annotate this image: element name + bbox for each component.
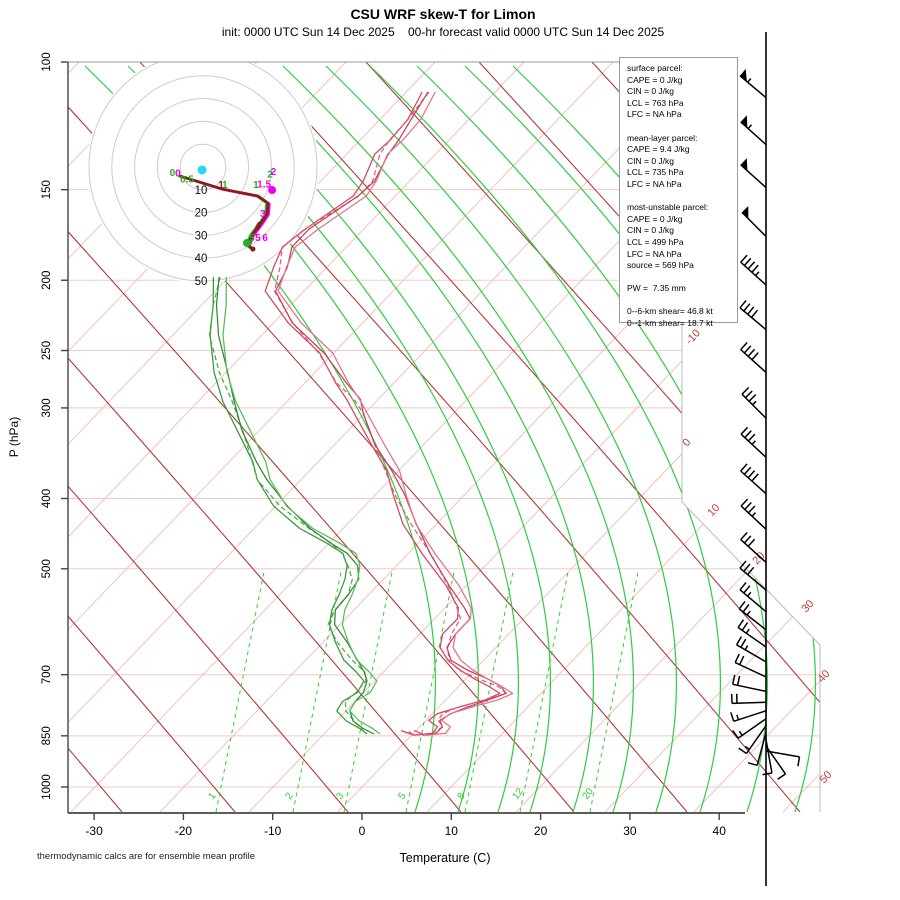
svg-text:0.5: 0.5: [180, 175, 194, 186]
info-box-line: LFC = NA hPa: [627, 178, 682, 189]
info-box-section-title: mean-layer parcel:: [627, 132, 698, 143]
svg-text:1: 1: [222, 180, 228, 191]
svg-text:1: 1: [218, 180, 224, 191]
hodograph-ring-label: 40: [195, 253, 208, 265]
info-box-line: LFC = NA hPa: [627, 109, 682, 120]
pressure-tick-label: 500: [41, 559, 53, 578]
svg-text:0: 0: [170, 168, 176, 179]
temperature-tick-label: 40: [713, 824, 727, 838]
temperature-tick-label: -20: [175, 824, 193, 838]
svg-text:5: 5: [249, 233, 255, 244]
info-box-section-title: surface parcel:: [627, 63, 683, 73]
pressure-tick-label: 400: [41, 489, 53, 508]
pressure-tick-label: 200: [41, 271, 53, 290]
svg-text:20: 20: [580, 786, 596, 802]
svg-text:3: 3: [334, 790, 346, 801]
info-box-line: LCL = 763 hPa: [627, 97, 684, 108]
info-box-line: LCL = 735 hPa: [627, 167, 684, 178]
wind-barbs: [730, 32, 801, 886]
footnote: thermodynamic calcs are for ensemble mea…: [37, 851, 256, 862]
pressure-tick-label: 150: [41, 180, 53, 199]
pressure-tick-label: 250: [41, 341, 53, 360]
svg-text:4: 4: [255, 221, 261, 232]
temperature-tick-label: -10: [264, 824, 282, 838]
info-box-line: source = 569 hPa: [627, 260, 694, 271]
info-box-line: LCL = 499 hPa: [627, 236, 684, 247]
svg-text:30: 30: [799, 598, 816, 615]
temperature-tick-label: -30: [85, 824, 103, 838]
svg-text:1: 1: [206, 790, 218, 801]
temperature-tick-label: 30: [623, 824, 637, 838]
pressure-tick-label: 1000: [41, 774, 53, 800]
temperature-trace: [264, 91, 514, 736]
temperature-tick-label: 0: [359, 824, 366, 838]
info-box-line: CIN = 0 J/kg: [627, 225, 675, 236]
mixing-ratio-lines: [215, 568, 640, 812]
info-box-spacer: [627, 191, 737, 203]
hodograph-ring-label: 30: [195, 230, 208, 242]
info-box-line: LFC = NA hPa: [627, 248, 682, 259]
temperature-tick-label: 20: [534, 824, 548, 838]
svg-text:-10: -10: [683, 327, 703, 347]
svg-text:3: 3: [260, 209, 266, 220]
info-box-spacer: [627, 272, 737, 284]
mixing-ratio-labels: 1 2 3 5 8 12 20: [206, 786, 596, 802]
svg-text:20: 20: [750, 550, 767, 567]
info-box-line: 0--1-km shear= 18.7 kt: [627, 318, 713, 329]
info-box-spacer: [627, 295, 737, 307]
svg-text:1.5: 1.5: [257, 180, 271, 191]
svg-text:5: 5: [255, 233, 261, 244]
y-axis-label: P (hPa): [7, 417, 21, 457]
svg-text:6: 6: [262, 233, 268, 244]
info-box-section-title: most-unstable parcel:: [627, 202, 709, 213]
storm-motion-dot: [197, 165, 207, 175]
svg-text:2: 2: [271, 167, 277, 178]
info-box-line: CIN = 0 J/kg: [627, 86, 675, 97]
hodograph-ring-label: 10: [195, 185, 208, 197]
x-axis-label: Temperature (C): [400, 851, 491, 865]
temperature-tick-label: 10: [445, 824, 459, 838]
info-box-line: CAPE = 0 J/kg: [627, 74, 683, 85]
svg-text:2: 2: [267, 169, 273, 180]
dewpoint-trace: [208, 276, 381, 735]
page-title: CSU WRF skew-T for Limon: [350, 6, 536, 22]
info-box-line: CAPE = 0 J/kg: [627, 213, 683, 224]
pressure-tick-label: 700: [41, 665, 53, 684]
svg-text:2: 2: [283, 790, 295, 801]
info-box-line: CAPE = 9.4 J/kg: [627, 144, 690, 155]
parcel-info-box: surface parcel: CAPE = 0 J/kg CIN = 0 J/kg…: [619, 57, 738, 328]
chart-subtitle: init: 0000 UTC Sun 14 Dec 2025 00-hr for…: [221, 25, 665, 39]
hodograph-ring-label: 20: [195, 208, 208, 220]
svg-text:1: 1: [253, 180, 259, 191]
pressure-tick-label: 300: [41, 398, 53, 417]
pressure-tick-label: 850: [41, 726, 53, 745]
info-box-line: 0--6-km shear= 46.8 kt: [627, 306, 713, 317]
svg-text:10: 10: [705, 502, 722, 519]
svg-text:8: 8: [455, 790, 467, 801]
svg-text:5: 5: [396, 790, 408, 801]
pressure-tick-label: 100: [41, 52, 53, 71]
svg-text:0: 0: [175, 169, 181, 180]
svg-text:12: 12: [510, 786, 526, 802]
hodograph-ring-label: 50: [195, 276, 208, 288]
info-box-line: CIN = 0 J/kg: [627, 155, 675, 166]
info-box-spacer: [627, 121, 737, 133]
info-box-line: PW = 7.35 mm: [627, 283, 686, 294]
